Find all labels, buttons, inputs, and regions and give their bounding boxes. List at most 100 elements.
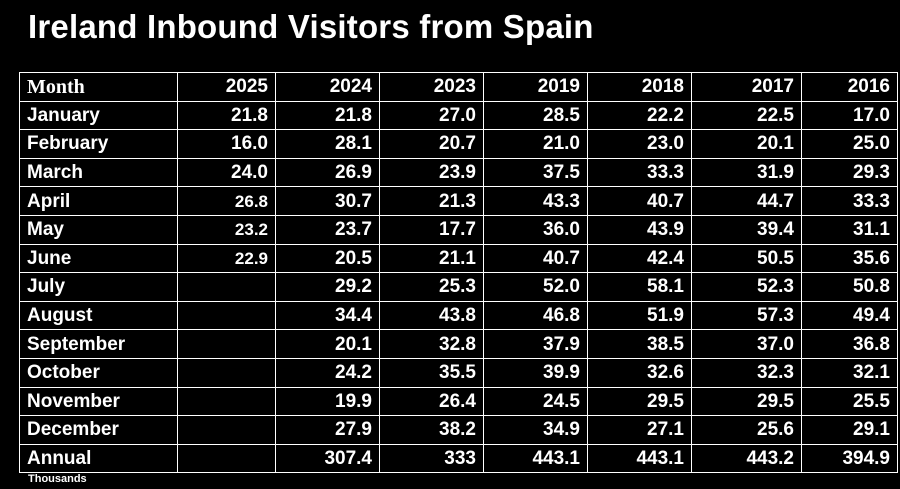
value-cell: 307.4: [275, 443, 380, 474]
value-cell: 23.2: [177, 214, 276, 245]
value-cell: 29.1: [801, 415, 898, 445]
value-cell: 25.3: [379, 272, 484, 302]
value-cell: 27.0: [379, 100, 484, 131]
value-cell: 33.3: [801, 186, 898, 216]
value-cell: 42.4: [587, 243, 692, 274]
value-cell: 21.8: [275, 100, 380, 131]
value-cell: 35.5: [379, 357, 484, 388]
table-row: September 20.1 32.8 37.9 38.5 37.0 36.8: [19, 329, 898, 359]
value-cell: 39.4: [691, 214, 802, 245]
value-cell: 21.1: [379, 243, 484, 274]
year-column-header: 2018: [587, 72, 692, 102]
row-label: April: [19, 186, 178, 216]
value-cell: 23.9: [379, 157, 484, 188]
table-row: July 29.2 25.3 52.0 58.1 52.3 50.8: [19, 272, 898, 302]
value-cell: 22.9: [177, 243, 276, 274]
value-cell: 21.8: [177, 100, 276, 131]
value-cell: 49.4: [801, 300, 898, 331]
value-cell: 21.0: [483, 129, 588, 159]
unit-note: Thousands: [28, 473, 87, 485]
value-cell: 20.1: [275, 329, 380, 359]
row-label: November: [19, 386, 178, 417]
value-cell: 26.9: [275, 157, 380, 188]
table-row: October 24.2 35.5 39.9 32.6 32.3 32.1: [19, 357, 898, 388]
table-row: June 22.9 20.5 21.1 40.7 42.4 50.5 35.6: [19, 243, 898, 274]
value-cell: 38.2: [379, 415, 484, 445]
value-cell: 27.1: [587, 415, 692, 445]
value-cell: [177, 443, 276, 474]
value-cell: 34.9: [483, 415, 588, 445]
year-column-header: 2023: [379, 72, 484, 102]
value-cell: 29.2: [275, 272, 380, 302]
value-cell: 24.2: [275, 357, 380, 388]
value-cell: 50.8: [801, 272, 898, 302]
value-cell: [177, 415, 276, 445]
value-cell: 26.4: [379, 386, 484, 417]
table-row: January 21.8 21.8 27.0 28.5 22.2 22.5 17.0: [19, 100, 898, 131]
table-row: March 24.0 26.9 23.9 37.5 33.3 31.9 29.3: [19, 157, 898, 188]
table-row: May 23.2 23.7 17.7 36.0 43.9 39.4 31.1: [19, 214, 898, 245]
value-cell: 24.5: [483, 386, 588, 417]
value-cell: 333: [379, 443, 484, 474]
value-cell: 32.3: [691, 357, 802, 388]
value-cell: 21.3: [379, 186, 484, 216]
value-cell: 27.9: [275, 415, 380, 445]
value-cell: 22.2: [587, 100, 692, 131]
value-cell: 39.9: [483, 357, 588, 388]
value-cell: 28.5: [483, 100, 588, 131]
value-cell: 17.0: [801, 100, 898, 131]
value-cell: 31.9: [691, 157, 802, 188]
row-label: September: [19, 329, 178, 359]
visitors-table: Month 2025 2024 2023 2019 2018 2017 2016…: [19, 72, 898, 474]
value-cell: 19.9: [275, 386, 380, 417]
table-row: August 34.4 43.8 46.8 51.9 57.3 49.4: [19, 300, 898, 331]
year-column-header: 2017: [691, 72, 802, 102]
value-cell: 20.7: [379, 129, 484, 159]
year-column-header: 2019: [483, 72, 588, 102]
value-cell: 443.1: [483, 443, 588, 474]
value-cell: [177, 272, 276, 302]
value-cell: 36.8: [801, 329, 898, 359]
value-cell: 20.1: [691, 129, 802, 159]
row-label: January: [19, 100, 178, 131]
chart-title: Ireland Inbound Visitors from Spain: [28, 8, 594, 45]
table-body: January 21.8 21.8 27.0 28.5 22.2 22.5 17.0 Febru…: [19, 100, 898, 474]
table-row: February 16.0 28.1 20.7 21.0 23.0 20.1 25.0: [19, 129, 898, 159]
value-cell: 40.7: [587, 186, 692, 216]
table-row: April 26.8 30.7 21.3 43.3 40.7 44.7 33.3: [19, 186, 898, 216]
row-label: May: [19, 214, 178, 245]
value-cell: [177, 357, 276, 388]
value-cell: 50.5: [691, 243, 802, 274]
value-cell: 443.1: [587, 443, 692, 474]
row-label: October: [19, 357, 178, 388]
value-cell: 52.0: [483, 272, 588, 302]
value-cell: 37.5: [483, 157, 588, 188]
table-row: November 19.9 26.4 24.5 29.5 29.5 25.5: [19, 386, 898, 417]
row-label: August: [19, 300, 178, 331]
value-cell: 29.3: [801, 157, 898, 188]
value-cell: 32.8: [379, 329, 484, 359]
value-cell: 32.1: [801, 357, 898, 388]
value-cell: 24.0: [177, 157, 276, 188]
value-cell: 57.3: [691, 300, 802, 331]
value-cell: [177, 300, 276, 331]
row-label: December: [19, 415, 178, 445]
value-cell: 29.5: [587, 386, 692, 417]
value-cell: 23.7: [275, 214, 380, 245]
value-cell: 51.9: [587, 300, 692, 331]
annual-total-row: Annual 307.4 333 443.1 443.1 443.2 394.9: [19, 443, 898, 474]
value-cell: 37.9: [483, 329, 588, 359]
row-label: February: [19, 129, 178, 159]
value-cell: 43.9: [587, 214, 692, 245]
month-column-header: Month: [19, 72, 178, 102]
value-cell: 28.1: [275, 129, 380, 159]
value-cell: 17.7: [379, 214, 484, 245]
value-cell: 37.0: [691, 329, 802, 359]
value-cell: 20.5: [275, 243, 380, 274]
row-label: March: [19, 157, 178, 188]
value-cell: 35.6: [801, 243, 898, 274]
value-cell: 30.7: [275, 186, 380, 216]
year-column-header: 2016: [801, 72, 898, 102]
value-cell: 22.5: [691, 100, 802, 131]
value-cell: 31.1: [801, 214, 898, 245]
